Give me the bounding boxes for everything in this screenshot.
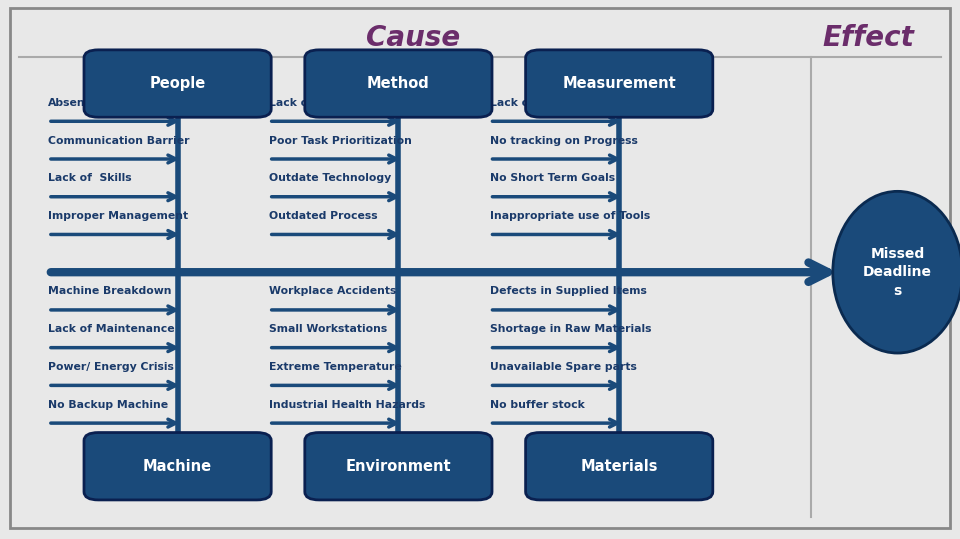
Text: Shortage in Raw Materials: Shortage in Raw Materials (490, 324, 651, 334)
Text: Unavailable Spare parts: Unavailable Spare parts (490, 362, 636, 372)
FancyBboxPatch shape (84, 432, 271, 500)
Text: Industrial Health Hazards: Industrial Health Hazards (269, 399, 425, 410)
Text: No tracking on Progress: No tracking on Progress (490, 135, 637, 146)
Text: Method: Method (367, 76, 430, 91)
Text: Effect: Effect (823, 24, 915, 52)
Text: Inappropriate use of Tools: Inappropriate use of Tools (490, 211, 650, 221)
Text: Improper Management: Improper Management (48, 211, 188, 221)
Text: Lack of  Skills: Lack of Skills (48, 173, 132, 183)
Text: No Backup Machine: No Backup Machine (48, 399, 168, 410)
FancyBboxPatch shape (526, 432, 712, 500)
Text: People: People (150, 76, 205, 91)
Text: Communication Barrier: Communication Barrier (48, 135, 189, 146)
Text: No Short Term Goals: No Short Term Goals (490, 173, 614, 183)
Text: Outdated Process: Outdated Process (269, 211, 377, 221)
Ellipse shape (832, 191, 960, 353)
FancyBboxPatch shape (526, 50, 712, 118)
Text: Environment: Environment (346, 459, 451, 474)
Text: Cause: Cause (366, 24, 460, 52)
Text: Workplace Accidents: Workplace Accidents (269, 286, 396, 296)
Text: Machine Breakdown: Machine Breakdown (48, 286, 172, 296)
Text: Defects in Supplied Items: Defects in Supplied Items (490, 286, 646, 296)
Text: Lack of Accountability: Lack of Accountability (490, 98, 625, 108)
Text: Absenteeism: Absenteeism (48, 98, 127, 108)
Text: Small Workstations: Small Workstations (269, 324, 387, 334)
FancyBboxPatch shape (304, 432, 492, 500)
FancyBboxPatch shape (84, 50, 271, 118)
Text: Measurement: Measurement (563, 76, 676, 91)
Text: Materials: Materials (581, 459, 658, 474)
Text: Power/ Energy Crisis: Power/ Energy Crisis (48, 362, 174, 372)
Text: Lack of Planning: Lack of Planning (269, 98, 371, 108)
Text: Outdate Technology: Outdate Technology (269, 173, 391, 183)
Text: Missed
Deadline
s: Missed Deadline s (863, 247, 932, 298)
Text: Lack of Maintenance: Lack of Maintenance (48, 324, 175, 334)
Text: Machine: Machine (143, 459, 212, 474)
FancyBboxPatch shape (304, 50, 492, 118)
Text: No buffer stock: No buffer stock (490, 399, 585, 410)
Text: Extreme Temperature: Extreme Temperature (269, 362, 401, 372)
Text: Poor Task Prioritization: Poor Task Prioritization (269, 135, 412, 146)
